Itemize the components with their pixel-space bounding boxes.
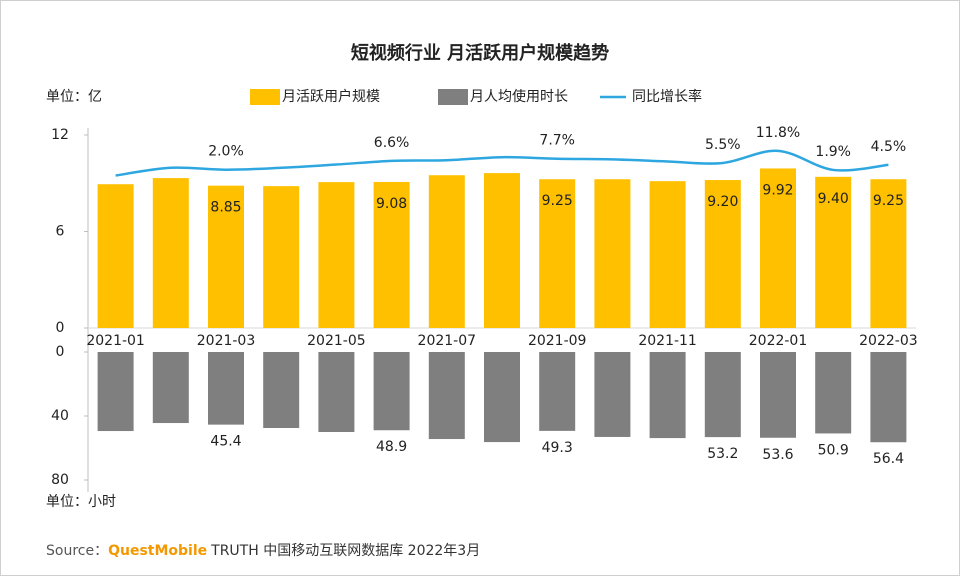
bar bbox=[152, 178, 189, 328]
bar bbox=[649, 352, 686, 439]
source: Source：QuestMobile TRUTH 中国移动互联网数据库 2022年… bbox=[46, 543, 480, 559]
y-tick-label: 40 bbox=[51, 408, 69, 424]
bar bbox=[870, 179, 907, 328]
bar bbox=[539, 352, 576, 431]
legend-label: 月人均使用时长 bbox=[470, 88, 568, 105]
bar bbox=[97, 184, 134, 328]
data-label: 9.25 bbox=[873, 193, 904, 209]
y-tick-label: 6 bbox=[56, 224, 65, 240]
unit-label: 单位：小时 bbox=[46, 494, 116, 510]
bar bbox=[760, 352, 796, 438]
data-label: 9.92 bbox=[762, 182, 793, 198]
legend-swatch bbox=[438, 89, 468, 105]
data-label: 7.7% bbox=[539, 133, 575, 149]
x-tick-label: 2022-01 bbox=[749, 333, 808, 349]
y-tick-label: 0 bbox=[56, 344, 65, 360]
bar bbox=[373, 181, 410, 328]
x-tick-label: 2022-03 bbox=[859, 333, 918, 349]
data-label: 53.2 bbox=[707, 446, 738, 462]
legend-label: 同比增长率 bbox=[632, 88, 702, 105]
bar bbox=[484, 173, 520, 328]
data-label: 4.5% bbox=[871, 139, 907, 155]
data-label: 56.4 bbox=[873, 451, 904, 467]
line bbox=[115, 149, 889, 177]
data-label: 1.9% bbox=[815, 144, 851, 160]
bar bbox=[815, 176, 852, 328]
bar bbox=[484, 352, 520, 443]
bar bbox=[815, 352, 852, 434]
data-label: 2.0% bbox=[208, 144, 244, 160]
bar bbox=[263, 352, 300, 428]
data-label: 49.3 bbox=[542, 440, 573, 456]
y-tick-label: 80 bbox=[51, 472, 69, 488]
data-label: 9.20 bbox=[707, 194, 738, 210]
x-tick-label: 2021-07 bbox=[418, 333, 477, 349]
source-text: TRUTH 中国移动互联网数据库 2022年3月 bbox=[210, 543, 480, 559]
bar bbox=[428, 175, 465, 328]
bar bbox=[318, 352, 355, 432]
bar bbox=[870, 352, 907, 443]
data-label: 9.08 bbox=[376, 196, 407, 212]
source-brand: QuestMobile bbox=[108, 543, 207, 559]
bar bbox=[373, 352, 410, 431]
y-tick-label: 0 bbox=[56, 320, 65, 336]
bar bbox=[263, 186, 300, 328]
bar bbox=[594, 179, 631, 328]
y-tick-label: 12 bbox=[51, 127, 69, 143]
legend-swatch bbox=[250, 89, 280, 105]
bar bbox=[594, 352, 631, 437]
data-label: 48.9 bbox=[376, 439, 407, 455]
bar bbox=[318, 182, 355, 328]
bar bbox=[760, 168, 796, 328]
x-tick-label: 2021-03 bbox=[197, 333, 256, 349]
bar bbox=[208, 352, 244, 425]
data-label: 8.85 bbox=[210, 200, 241, 216]
data-label: 45.4 bbox=[210, 434, 241, 450]
bar bbox=[208, 185, 244, 328]
data-label: 9.40 bbox=[818, 191, 849, 207]
legend-label: 月活跃用户规模 bbox=[282, 88, 380, 105]
data-label: 6.6% bbox=[374, 135, 410, 151]
x-tick-label: 2021-09 bbox=[528, 333, 587, 349]
bar bbox=[152, 352, 189, 424]
bar bbox=[704, 180, 741, 328]
x-tick-label: 2021-11 bbox=[638, 333, 697, 349]
bar bbox=[539, 179, 576, 328]
data-label: 53.6 bbox=[762, 447, 793, 463]
data-label: 50.9 bbox=[818, 442, 849, 458]
x-tick-label: 2021-05 bbox=[307, 333, 366, 349]
x-tick-label: 2021-01 bbox=[86, 333, 145, 349]
data-label: 9.25 bbox=[542, 193, 573, 209]
data-label: 11.8% bbox=[756, 125, 800, 141]
source-prefix: Source： bbox=[46, 543, 108, 559]
chart-title: 短视频行业 月活跃用户规模趋势 bbox=[351, 42, 609, 64]
data-label: 5.5% bbox=[705, 137, 741, 153]
bar bbox=[649, 181, 686, 328]
bar bbox=[428, 352, 465, 440]
unit-label: 单位：亿 bbox=[46, 89, 102, 105]
bar bbox=[97, 352, 134, 432]
bar bbox=[704, 352, 741, 438]
